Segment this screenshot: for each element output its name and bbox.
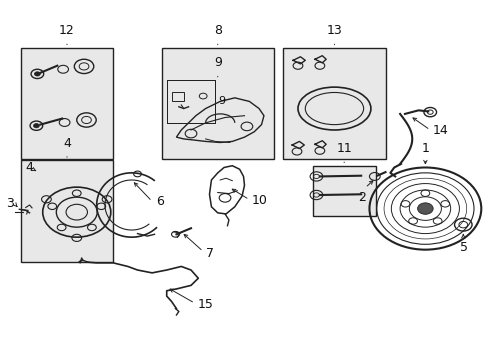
Text: 3: 3 — [6, 197, 14, 210]
Bar — [312, 166, 375, 216]
Bar — [283, 48, 385, 158]
Text: 11: 11 — [336, 142, 351, 155]
Text: 14: 14 — [432, 124, 448, 137]
Text: 15: 15 — [197, 298, 213, 311]
Text: 10: 10 — [251, 194, 267, 207]
Bar — [171, 93, 183, 102]
Bar — [21, 48, 113, 158]
Bar — [21, 160, 113, 262]
Circle shape — [417, 203, 432, 214]
Text: 9: 9 — [213, 56, 221, 69]
Text: 4: 4 — [63, 137, 71, 150]
Text: 1: 1 — [421, 142, 428, 155]
Text: 2: 2 — [358, 191, 366, 204]
Text: 12: 12 — [59, 24, 75, 37]
Circle shape — [34, 72, 40, 76]
Text: 4: 4 — [25, 161, 33, 174]
Text: 6: 6 — [156, 195, 163, 208]
Text: 9: 9 — [217, 96, 224, 107]
Text: 13: 13 — [326, 24, 342, 37]
Text: 5: 5 — [459, 241, 468, 254]
Bar — [166, 80, 215, 123]
Text: 7: 7 — [205, 247, 213, 260]
Bar — [162, 48, 273, 158]
Bar — [166, 80, 215, 123]
Text: 8: 8 — [213, 24, 221, 37]
Circle shape — [33, 123, 39, 128]
